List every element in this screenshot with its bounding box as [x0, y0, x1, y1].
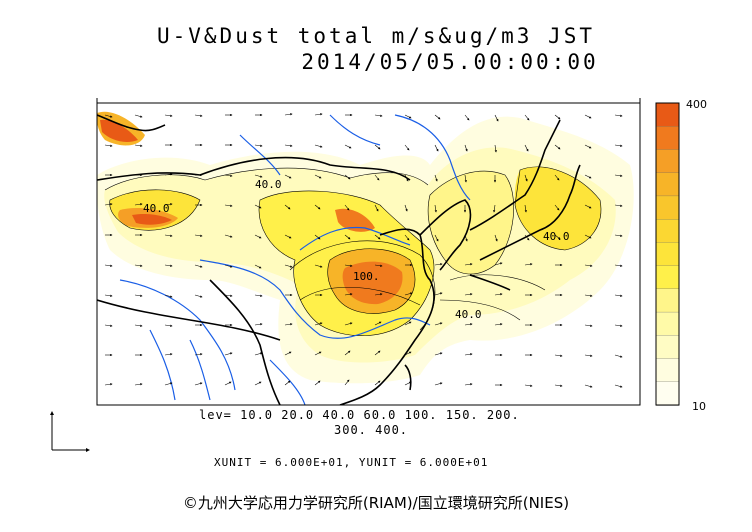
coastlines: [97, 114, 581, 405]
colorbar-swatch: [655, 242, 680, 267]
colorbar-swatch: [655, 102, 680, 127]
map-frame: [96, 102, 641, 406]
contour-label-c: 40.0: [543, 230, 570, 243]
unit-scale-text: XUNIT = 6.000E+01, YUNIT = 6.000E+01: [214, 456, 489, 469]
map-datetime: 2014/05/05.00:00:00: [301, 50, 599, 74]
contour-label-e: 100.: [353, 270, 380, 283]
colorbar-swatch: [655, 288, 680, 313]
copyright-credit: ©九州大学応用力学研究所(RIAM)/国立環境研究所(NIES): [182, 494, 570, 512]
contour-levels-line-1: lev= 10.0 20.0 40.0 60.0 100. 150. 200.: [199, 408, 520, 422]
reference-vector: [50, 411, 90, 452]
colorbar-swatch: [655, 195, 680, 220]
map-title: U-V&Dust total m/s&ug/m3 JST: [156, 24, 595, 48]
frame-ticks: [96, 98, 641, 103]
colorbar-swatch: [655, 358, 680, 383]
colorbar-swatch: [655, 172, 680, 197]
contour-levels-line-2: 300. 400.: [334, 423, 409, 437]
colorbar-swatch: [655, 335, 680, 360]
contour-label-d: 40.0: [455, 308, 482, 321]
colorbar-swatch: [655, 126, 680, 151]
colorbar-swatch: [655, 265, 680, 290]
dust-plume-fill: [97, 111, 634, 384]
colorbar: [655, 102, 680, 406]
contour-label-b: 40.0: [143, 202, 170, 215]
rivers: [119, 114, 471, 405]
contour-lines: [104, 166, 602, 336]
colorbar-swatch: [655, 381, 680, 406]
wind-vectors: [104, 113, 623, 388]
contour-value-labels: 40.0 40.0 40.0 40.0 100.: [143, 178, 570, 321]
colorbar-swatch: [655, 311, 680, 336]
colorbar-max-label: 400: [686, 98, 707, 111]
colorbar-swatch: [655, 149, 680, 174]
colorbar-swatch: [655, 219, 680, 244]
contour-label-a: 40.0: [255, 178, 282, 191]
colorbar-min-label: 10: [692, 400, 706, 413]
